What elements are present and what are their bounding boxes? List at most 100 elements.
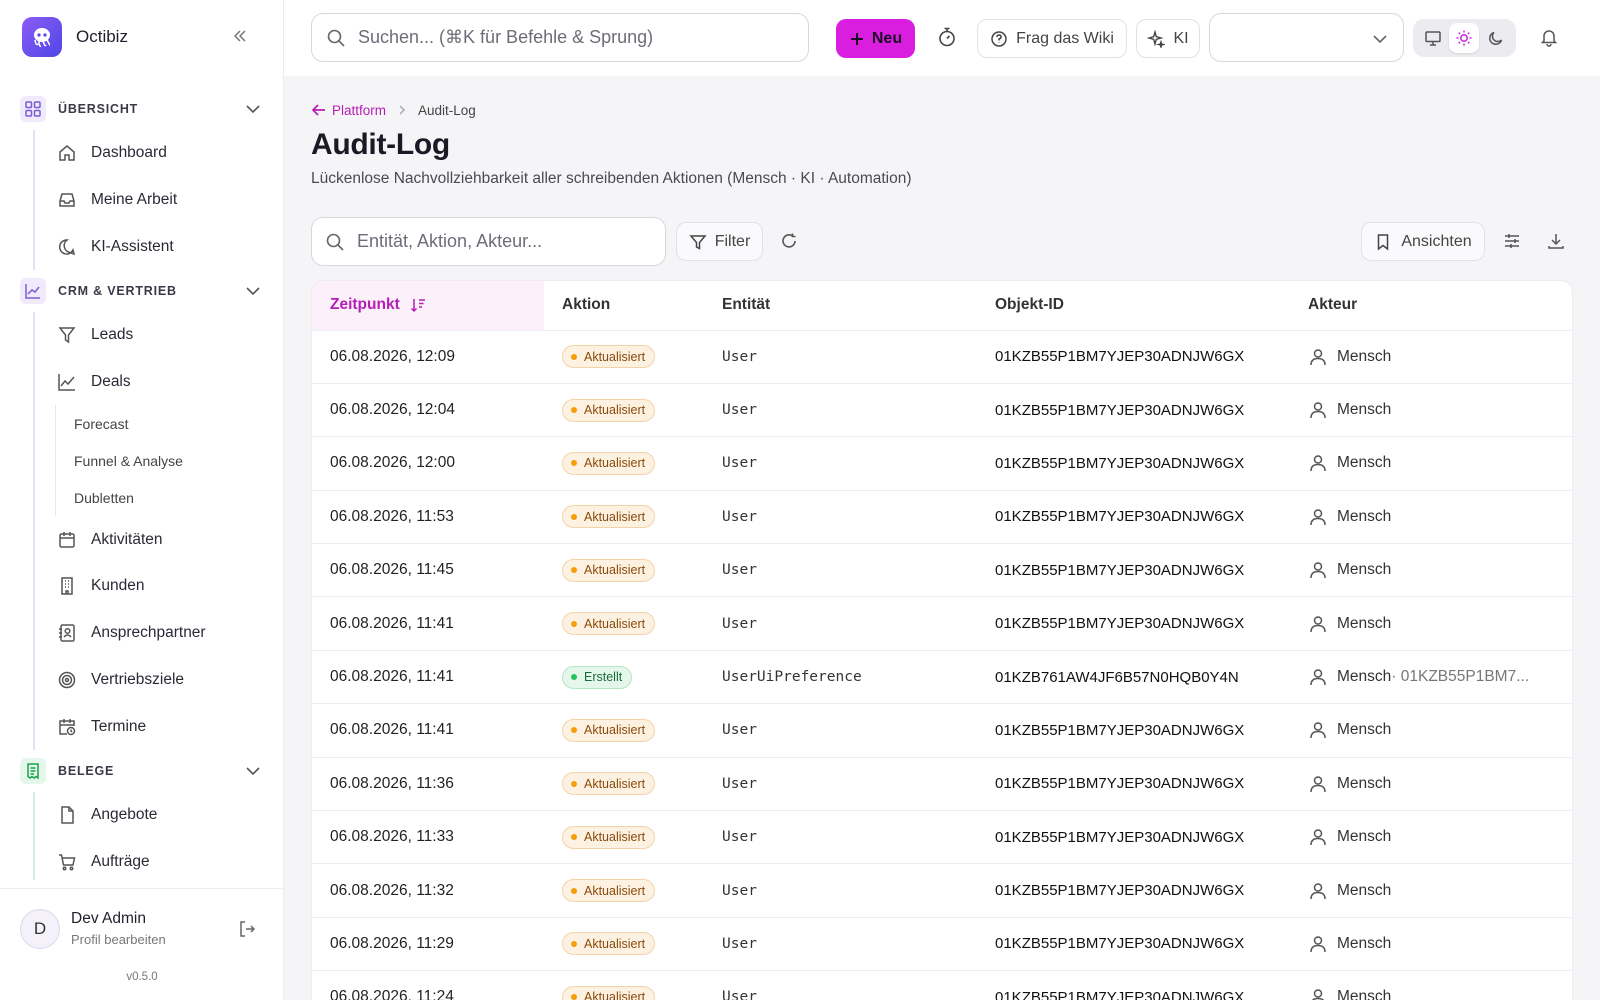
section-header-documents[interactable]: BELEGE (0, 750, 284, 792)
table-row[interactable]: 06.08.2026, 11:45 Aktualisiert User 01KZB55… (312, 543, 1572, 598)
cell-entity: User (704, 757, 977, 812)
table-row[interactable]: 06.08.2026, 11:41 Aktualisiert User 01KZB55… (312, 703, 1572, 758)
status-badge-label: Aktualisiert (584, 456, 646, 471)
status-dot (571, 727, 577, 734)
cell-object-id: 01KZB55P1BM7YJEP30ADNJW6GX (977, 970, 1290, 1000)
sidebar-item-appointments[interactable]: Termine (35, 703, 284, 750)
breadcrumb-parent-link[interactable]: Plattform (311, 102, 386, 118)
cell-actor: Mensch (1290, 703, 1572, 758)
table-row[interactable]: 06.08.2026, 11:33 Aktualisiert User 01KZB55… (312, 810, 1572, 865)
global-search[interactable] (311, 13, 809, 62)
sidebar-item-label: Aufträge (91, 852, 150, 870)
table-row[interactable]: 06.08.2026, 11:36 Aktualisiert User 01KZB55… (312, 757, 1572, 812)
table-row[interactable]: 06.08.2026, 12:09 Aktualisiert User 01KZB55… (312, 330, 1572, 384)
section-label: ÜBERSICHT (58, 102, 139, 116)
sidebar-item-contacts[interactable]: Ansprechpartner (35, 610, 284, 657)
cell-actor: Mensch (1290, 596, 1572, 651)
collapse-sidebar-icon[interactable] (232, 28, 248, 44)
refresh-icon[interactable] (780, 232, 798, 250)
actor-extra: · 01KZB55P1BM7... (1391, 668, 1530, 686)
sidebar-subitem-forecast[interactable]: Forecast (74, 415, 129, 432)
monitor-icon[interactable] (1418, 23, 1448, 53)
sidebar-item-customers[interactable]: Kunden (35, 563, 284, 610)
table-row[interactable]: 06.08.2026, 11:41 Erstellt UserUiPreferenc… (312, 650, 1572, 705)
sidebar-item-sales-goals[interactable]: Vertriebsziele (35, 657, 284, 704)
cell-actor: Mensch (1290, 917, 1572, 972)
status-badge-label: Aktualisiert (584, 990, 646, 1000)
filter-button[interactable]: Filter (676, 222, 763, 261)
edit-profile-link[interactable]: Profil bearbeiten (71, 932, 166, 947)
column-header-entity[interactable]: Entität (704, 281, 977, 331)
chevron-down-icon[interactable] (244, 100, 262, 118)
actor-label: Mensch (1337, 561, 1392, 579)
app-version: v0.5.0 (126, 971, 158, 983)
column-header-time[interactable]: Zeitpunkt (312, 281, 544, 331)
sidebar-item-leads[interactable]: Leads (35, 312, 284, 359)
moon-icon[interactable] (1481, 23, 1511, 53)
ki-button[interactable]: KI (1136, 19, 1200, 58)
column-header-object-id[interactable]: Objekt-ID (977, 281, 1290, 331)
sidebar-subitem-duplicates[interactable]: Dubletten (74, 489, 134, 506)
cell-action: Aktualisiert (544, 810, 704, 865)
logout-icon[interactable] (237, 919, 257, 939)
section-header-crm[interactable]: CRM & VERTRIEB (0, 270, 284, 312)
sidebar-item-ki-assistant[interactable]: KI-Assistent (35, 223, 284, 270)
new-button[interactable]: Neu (836, 19, 915, 58)
calendar-icon (57, 530, 77, 550)
actor-label: Mensch (1337, 454, 1392, 472)
status-badge: Aktualisiert (562, 718, 656, 742)
table-row[interactable]: 06.08.2026, 11:53 Aktualisiert User 01KZB55… (312, 490, 1572, 545)
grid-icon (20, 96, 46, 122)
table-search-input[interactable] (357, 231, 647, 252)
plus-icon (849, 31, 865, 47)
status-badge: Aktualisiert (562, 825, 656, 849)
cell-time: 06.08.2026, 12:09 (312, 330, 544, 384)
section-header-overview[interactable]: ÜBERSICHT (0, 88, 284, 130)
status-dot (571, 513, 577, 520)
cell-time: 06.08.2026, 11:24 (312, 970, 544, 1000)
sidebar-item-orders[interactable]: Aufträge (35, 839, 284, 880)
cell-action: Aktualisiert (544, 490, 704, 545)
global-search-input[interactable] (358, 27, 778, 48)
sidebar-item-my-work[interactable]: Meine Arbeit (35, 177, 284, 224)
user-icon (1308, 934, 1328, 954)
ask-wiki-button[interactable]: Frag das Wiki (977, 19, 1127, 58)
inbox-icon (57, 190, 77, 210)
table-header-row: Zeitpunkt Aktion Entität Objekt-ID Akteu… (312, 281, 1572, 331)
status-dot (571, 780, 577, 787)
table-search[interactable] (311, 217, 666, 266)
tenant-select[interactable] (1209, 13, 1404, 62)
download-icon[interactable] (1546, 231, 1566, 251)
table-row[interactable]: 06.08.2026, 11:41 Aktualisiert User 01KZB55… (312, 596, 1572, 651)
cell-actor: Mensch (1290, 810, 1572, 865)
sidebar-item-dashboard[interactable]: Dashboard (35, 130, 284, 177)
views-button[interactable]: Ansichten (1361, 222, 1485, 261)
chevron-down-icon[interactable] (244, 282, 262, 300)
table-row[interactable]: 06.08.2026, 11:29 Aktualisiert User 01KZB55… (312, 917, 1572, 972)
brand[interactable]: Octibiz (22, 17, 128, 57)
sidebar-item-activities[interactable]: Aktivitäten (35, 516, 284, 563)
avatar[interactable]: D (20, 909, 60, 949)
file-icon (57, 805, 77, 825)
sidebar-item-deals[interactable]: Deals (35, 359, 284, 406)
user-icon (1308, 774, 1328, 794)
sidebar-item-label: Deals (91, 373, 131, 391)
table-row[interactable]: 06.08.2026, 11:32 Aktualisiert User 01KZB55… (312, 863, 1572, 918)
cell-action: Aktualisiert (544, 436, 704, 491)
sidebar-subitem-funnel[interactable]: Funnel & Analyse (74, 452, 183, 469)
sidebar-item-quotes[interactable]: Angebote (35, 792, 284, 839)
chevron-down-icon[interactable] (244, 762, 262, 780)
table-row[interactable]: 06.08.2026, 11:24 Aktualisiert User 01KZB55… (312, 970, 1572, 1000)
column-header-action[interactable]: Aktion (544, 281, 704, 331)
bookmark-icon (1374, 233, 1392, 251)
status-dot (571, 620, 577, 627)
stopwatch-icon[interactable] (936, 26, 958, 48)
table-row[interactable]: 06.08.2026, 12:00 Aktualisiert User 01KZB55… (312, 436, 1572, 491)
bell-icon[interactable] (1539, 27, 1559, 47)
sun-icon[interactable] (1449, 23, 1480, 53)
table-row[interactable]: 06.08.2026, 12:04 Aktualisiert User 01KZB55… (312, 383, 1572, 438)
column-header-actor[interactable]: Akteur (1290, 281, 1572, 331)
chevron-down-icon (1371, 30, 1389, 48)
sliders-icon[interactable] (1502, 231, 1522, 251)
main-content: Plattform Audit-Log Audit-Log Lückenlose… (284, 76, 1600, 1000)
